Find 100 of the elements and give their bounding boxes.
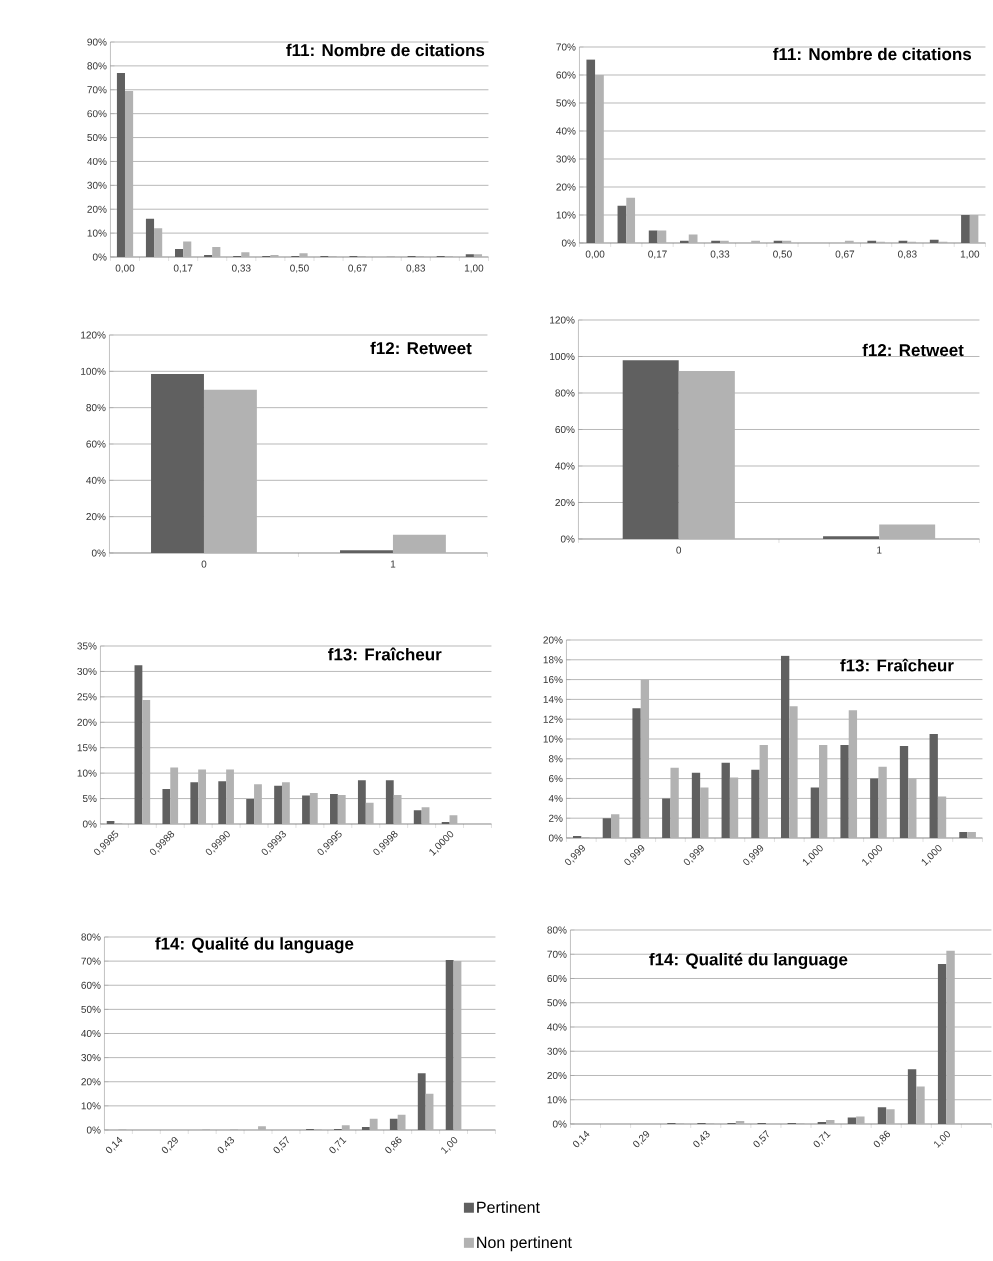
x-tick-label: 0,29 [161,1137,178,1154]
x-tick-label: 0,67 [348,264,367,273]
chart-title: f11: Nombre de citations [772,47,971,61]
y-tick-label: 70% [556,43,576,51]
bar [212,246,221,257]
y-tick-label: 40% [80,1029,101,1038]
bar [719,240,729,243]
y-tick-label: 80% [81,933,101,941]
y-tick-label: 100% [549,352,575,361]
y-tick-label: 16% [543,676,563,684]
x-tick-label: 0,83 [406,264,425,273]
y-tick-label: 5% [82,795,97,803]
y-tick-label: 0% [548,834,563,842]
x-tick-label: 0,14 [572,1130,590,1148]
y-tick-label: 70% [87,86,107,94]
text: f14: Qualité du language [649,952,848,969]
y-tick-label: 70% [81,957,101,965]
bar [182,241,192,257]
y-tick-label: 10% [81,1102,101,1110]
x-tick-label: 0,14 [105,1136,123,1154]
x-tick-label: 0,83 [897,250,917,259]
y-tick-label: 40% [86,157,107,165]
y-tick-label: 0% [561,239,576,247]
y-tick-label: 80% [547,926,567,934]
x-tick-label: 1 [390,560,396,568]
x-tick-label: 1,00 [933,1130,950,1148]
y-tick-label: 20% [86,513,106,521]
x-tick-label: 0,33 [231,264,251,273]
x-tick-label: 0 [676,546,681,554]
y-tick-label: 60% [87,110,107,118]
y-tick-label: 2% [548,814,563,822]
y-tick-label: 20% [81,1078,101,1086]
x-tick-label: 0,00 [585,250,605,259]
bar [855,1116,865,1124]
y-tick-label: 4% [548,794,563,802]
bar [449,815,458,824]
bar [878,524,936,539]
y-tick-label: 30% [556,155,576,163]
x-tick-label: 0,57 [753,1130,769,1148]
y-tick-label: 80% [555,389,575,397]
y-tick-label: 50% [87,134,107,142]
y-tick-label: 90% [87,38,107,46]
bar [782,240,791,243]
bar [967,832,976,838]
bar [392,534,446,553]
y-tick-label: 0% [92,253,107,261]
x-tick-label: 1,00 [441,1136,458,1154]
bar [421,807,430,824]
x-tick-label: 0,50 [289,264,309,273]
y-tick-label: 60% [81,981,101,989]
x-tick-label: 0,43 [217,1136,234,1154]
y-tick-label: 80% [86,404,106,412]
bar [473,254,482,257]
y-tick-label: 40% [546,1023,567,1031]
y-tick-label: 14% [543,695,563,703]
y-tick-label: 20% [555,498,575,507]
y-tick-label: 10% [77,769,97,777]
y-tick-label: 35% [77,642,97,650]
y-tick-label: 0% [86,1126,101,1134]
x-tick-label: 0,86 [873,1130,890,1148]
chart-title: f14: Qualité du language [154,937,354,954]
x-tick-label: 0,86 [384,1136,402,1154]
x-tick-label: 0,71 [813,1131,831,1148]
y-tick-label: 20% [556,183,576,191]
y-tick-label: 10% [556,211,576,219]
x-tick-label: 0,17 [647,250,667,259]
y-tick-label: 50% [556,99,576,107]
x-tick-label: 0,43 [693,1130,710,1148]
y-tick-label: 60% [555,425,575,434]
text: f12: Retweet [862,343,964,357]
x-tick-label: 0,17 [173,264,193,273]
y-tick-label: 20% [543,636,563,644]
x-tick-label: 1,00 [464,264,484,273]
y-tick-label: 20% [547,1071,567,1080]
chart-title: f12: Retweet [370,341,472,355]
y-tick-label: 10% [547,1096,567,1104]
x-tick-label: 0,71 [329,1137,347,1154]
x-tick-label: 0,50 [772,250,792,259]
bar [341,1125,350,1130]
text: f13: Fraîcheur [840,658,954,672]
x-tick-label: 0,33 [710,250,730,259]
y-tick-label: 0% [91,549,106,557]
bar [365,802,374,824]
y-tick-label: 10% [87,229,107,237]
bar [369,1118,378,1130]
y-tick-label: 40% [85,476,106,484]
y-tick-label: 0% [552,1120,567,1128]
x-tick-label: 0,57 [273,1136,289,1154]
bar [885,1109,895,1124]
bar [844,240,854,243]
chart-title: f11: Nombre de citations [285,43,484,57]
y-tick-label: 60% [86,440,106,448]
chart-title: f13: Fraîcheur [327,647,442,661]
y-tick-label: 18% [543,656,563,664]
y-tick-label: 0% [82,820,97,828]
y-tick-label: 20% [87,205,107,213]
bar [688,234,698,243]
y-tick-label: 30% [77,667,97,675]
y-tick-label: 25% [77,693,97,701]
bar [825,1120,835,1124]
